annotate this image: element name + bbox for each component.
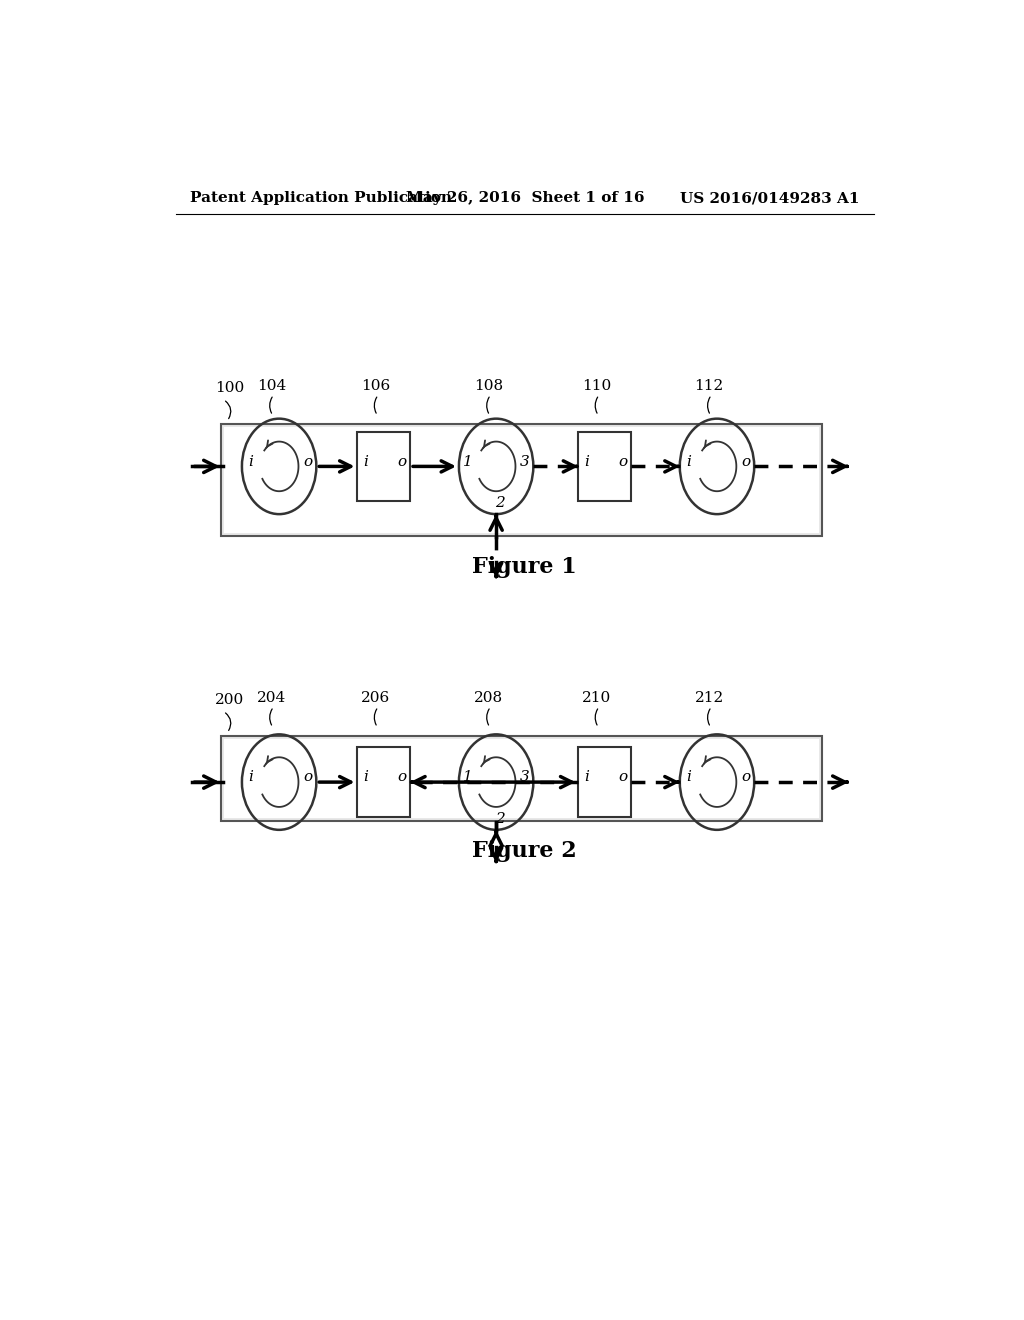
- Text: i: i: [585, 455, 589, 469]
- Text: 2: 2: [496, 496, 505, 511]
- Bar: [224, 739, 818, 817]
- Text: 210: 210: [583, 692, 611, 705]
- Bar: [579, 747, 631, 817]
- Text: Figure 1: Figure 1: [472, 556, 578, 578]
- Text: Figure 2: Figure 2: [472, 841, 578, 862]
- Bar: [357, 432, 410, 502]
- Text: 200: 200: [215, 693, 244, 706]
- Text: US 2016/0149283 A1: US 2016/0149283 A1: [680, 191, 859, 206]
- Text: i: i: [364, 455, 369, 469]
- Text: o: o: [741, 455, 751, 469]
- Text: 204: 204: [257, 692, 286, 705]
- Text: 112: 112: [694, 379, 724, 393]
- Text: i: i: [585, 771, 589, 784]
- Text: o: o: [397, 455, 407, 469]
- Text: o: o: [303, 455, 312, 469]
- Text: i: i: [364, 771, 369, 784]
- Text: 206: 206: [361, 692, 390, 705]
- Text: 1: 1: [463, 455, 472, 469]
- Text: o: o: [303, 771, 312, 784]
- Text: 100: 100: [215, 380, 244, 395]
- Text: 3: 3: [520, 455, 529, 469]
- Text: o: o: [741, 771, 751, 784]
- Text: May 26, 2016  Sheet 1 of 16: May 26, 2016 Sheet 1 of 16: [406, 191, 644, 206]
- Text: 3: 3: [520, 771, 529, 784]
- Bar: [221, 424, 821, 536]
- Text: i: i: [248, 771, 253, 784]
- Bar: [357, 747, 410, 817]
- Text: i: i: [248, 455, 253, 469]
- Text: 110: 110: [583, 379, 611, 393]
- Bar: [224, 428, 818, 533]
- Text: o: o: [617, 771, 627, 784]
- Text: 104: 104: [257, 379, 286, 393]
- Text: 212: 212: [694, 692, 724, 705]
- Text: o: o: [397, 771, 407, 784]
- Text: i: i: [686, 771, 691, 784]
- Bar: [579, 432, 631, 502]
- Text: o: o: [617, 455, 627, 469]
- Text: 108: 108: [474, 379, 503, 393]
- Bar: [221, 737, 821, 821]
- Text: i: i: [686, 455, 691, 469]
- Text: 106: 106: [361, 379, 390, 393]
- Text: 208: 208: [474, 692, 503, 705]
- Text: 1: 1: [463, 771, 472, 784]
- Text: Patent Application Publication: Patent Application Publication: [190, 191, 452, 206]
- Text: 2: 2: [496, 812, 505, 826]
